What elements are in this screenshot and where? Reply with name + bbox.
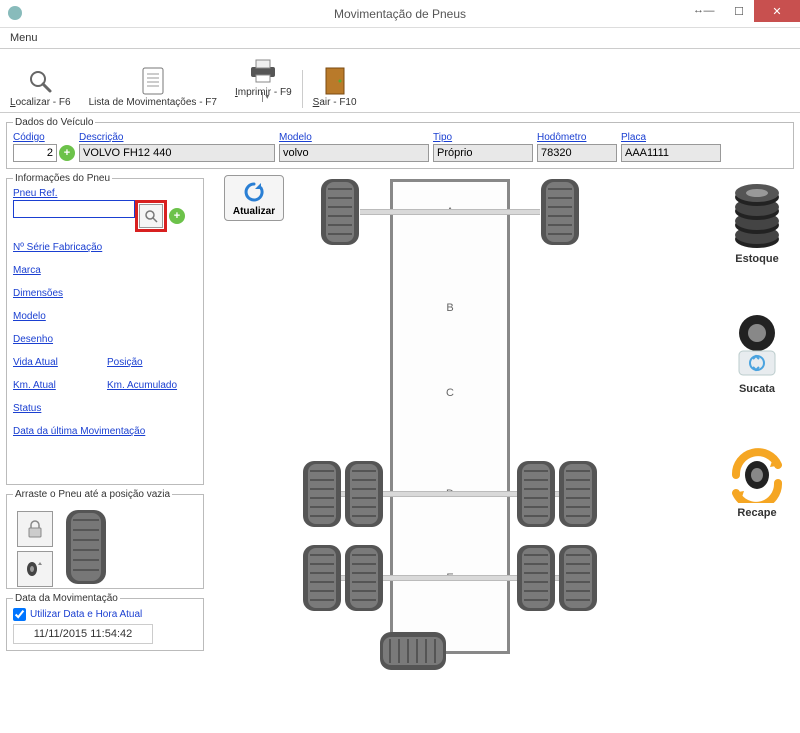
axle-label-b: B <box>446 302 453 314</box>
tire-e-left-outer[interactable] <box>300 543 344 613</box>
drag-tire[interactable] <box>61 508 111 589</box>
swap-button[interactable] <box>17 551 53 587</box>
window-title: Movimentação de Pneus <box>334 7 466 21</box>
tire-a-right[interactable] <box>538 177 582 247</box>
localizar-label: Localizar - F6 <box>10 97 71 108</box>
desenho-label[interactable]: Desenho <box>13 334 197 345</box>
km-acumulado-label[interactable]: Km. Acumulado <box>107 380 197 391</box>
tire-spare[interactable] <box>378 629 448 676</box>
trash-tire-icon <box>729 315 785 379</box>
dados-veiculo-group: Dados do Veículo Código + Descrição Mode… <box>6 117 794 169</box>
tire-d-left-outer[interactable] <box>300 459 344 529</box>
drag-group: Arraste o Pneu até a posição vazia <box>6 489 204 589</box>
tipo-input <box>433 144 533 162</box>
tire-e-left-inner[interactable] <box>342 543 386 613</box>
imprimir-dropdown[interactable] <box>262 92 268 102</box>
modelo-pneu-label[interactable]: Modelo <box>13 311 197 322</box>
data-ult-label[interactable]: Data da última Movimentação <box>13 426 197 437</box>
pneu-add-button[interactable]: + <box>169 208 185 224</box>
km-atual-label[interactable]: Km. Atual <box>13 380 103 391</box>
lista-button[interactable]: Lista de Movimentações - F7 <box>89 65 217 108</box>
use-current-datetime-checkbox[interactable] <box>13 608 26 621</box>
lista-label: Lista de Movimentações - F7 <box>89 97 217 108</box>
modelo-input <box>279 144 429 162</box>
recape-icon <box>726 445 788 503</box>
dados-veiculo-legend: Dados do Veículo <box>13 117 95 128</box>
magnifier-icon <box>26 65 54 97</box>
pneu-search-button[interactable] <box>139 204 163 228</box>
refresh-icon <box>242 180 266 204</box>
dimensoes-label[interactable]: Dimensões <box>13 288 197 299</box>
sair-label: Sair - F10 <box>313 97 357 108</box>
hodometro-input <box>537 144 617 162</box>
data-mov-group: Data da Movimentação Utilizar Data e Hor… <box>6 593 204 651</box>
tire-e-right-outer[interactable] <box>556 543 600 613</box>
minimize-button[interactable]: — <box>694 0 724 22</box>
drag-legend: Arraste o Pneu até a posição vazia <box>13 489 172 500</box>
tire-stack-icon <box>731 179 783 249</box>
list-icon <box>140 65 166 97</box>
status-label[interactable]: Status <box>13 403 197 414</box>
recape-target[interactable]: Recape <box>726 445 788 519</box>
sair-button[interactable]: Sair - F10 <box>313 65 357 108</box>
codigo-input[interactable] <box>13 144 57 162</box>
estoque-target[interactable]: Estoque <box>731 179 783 265</box>
modelo-label[interactable]: Modelo <box>279 132 429 143</box>
chassis-frame: A B C D E <box>390 179 510 654</box>
menu-item-menu[interactable]: Menu <box>10 32 38 44</box>
codigo-add-button[interactable]: + <box>59 145 75 161</box>
printer-icon <box>247 55 279 87</box>
close-button[interactable]: ✕ <box>754 0 800 22</box>
tire-swap-icon <box>24 559 46 579</box>
sucata-label: Sucata <box>739 383 775 395</box>
localizar-button[interactable]: Localizar - F6 <box>10 65 71 108</box>
posicao-label[interactable]: Posição <box>107 357 197 368</box>
atualizar-button[interactable]: Atualizar <box>224 175 284 221</box>
tire-icon <box>61 508 111 586</box>
app-icon <box>8 6 22 20</box>
recape-label: Recape <box>737 507 776 519</box>
sucata-target[interactable]: Sucata <box>729 315 785 395</box>
use-current-datetime-label: Utilizar Data e Hora Atual <box>30 609 142 620</box>
axle-label-c: C <box>446 387 454 399</box>
pneu-ref-label[interactable]: Pneu Ref. <box>13 188 197 199</box>
tire-d-left-inner[interactable] <box>342 459 386 529</box>
search-icon <box>144 209 158 223</box>
marca-label[interactable]: Marca <box>13 265 197 276</box>
tire-d-right-outer[interactable] <box>556 459 600 529</box>
maximize-button[interactable]: ☐ <box>724 0 754 22</box>
n-serie-label[interactable]: Nº Série Fabricação <box>13 242 197 253</box>
info-pneu-legend: Informações do Pneu <box>13 173 112 184</box>
placa-input <box>621 144 721 162</box>
lock-button[interactable] <box>17 511 53 547</box>
hodometro-label[interactable]: Hodômetro <box>537 132 617 143</box>
imprimir-button[interactable]: Imprimir - F9 <box>235 55 292 108</box>
door-icon <box>324 65 346 97</box>
tipo-label[interactable]: Tipo <box>433 132 533 143</box>
data-mov-legend: Data da Movimentação <box>13 593 120 604</box>
vida-atual-label[interactable]: Vida Atual <box>13 357 103 368</box>
tire-d-right-inner[interactable] <box>514 459 558 529</box>
placa-label[interactable]: Placa <box>621 132 721 143</box>
tire-e-right-inner[interactable] <box>514 543 558 613</box>
pneu-ref-input[interactable] <box>13 200 135 218</box>
lock-icon <box>26 519 44 539</box>
tire-a-left[interactable] <box>318 177 362 247</box>
estoque-label: Estoque <box>735 253 778 265</box>
descricao-label[interactable]: Descrição <box>79 132 275 143</box>
codigo-label[interactable]: Código <box>13 132 75 143</box>
info-pneu-group: Informações do Pneu Pneu Ref. + <box>6 173 204 485</box>
descricao-input <box>79 144 275 162</box>
datetime-value[interactable]: 11/11/2015 11:54:42 <box>13 624 153 644</box>
